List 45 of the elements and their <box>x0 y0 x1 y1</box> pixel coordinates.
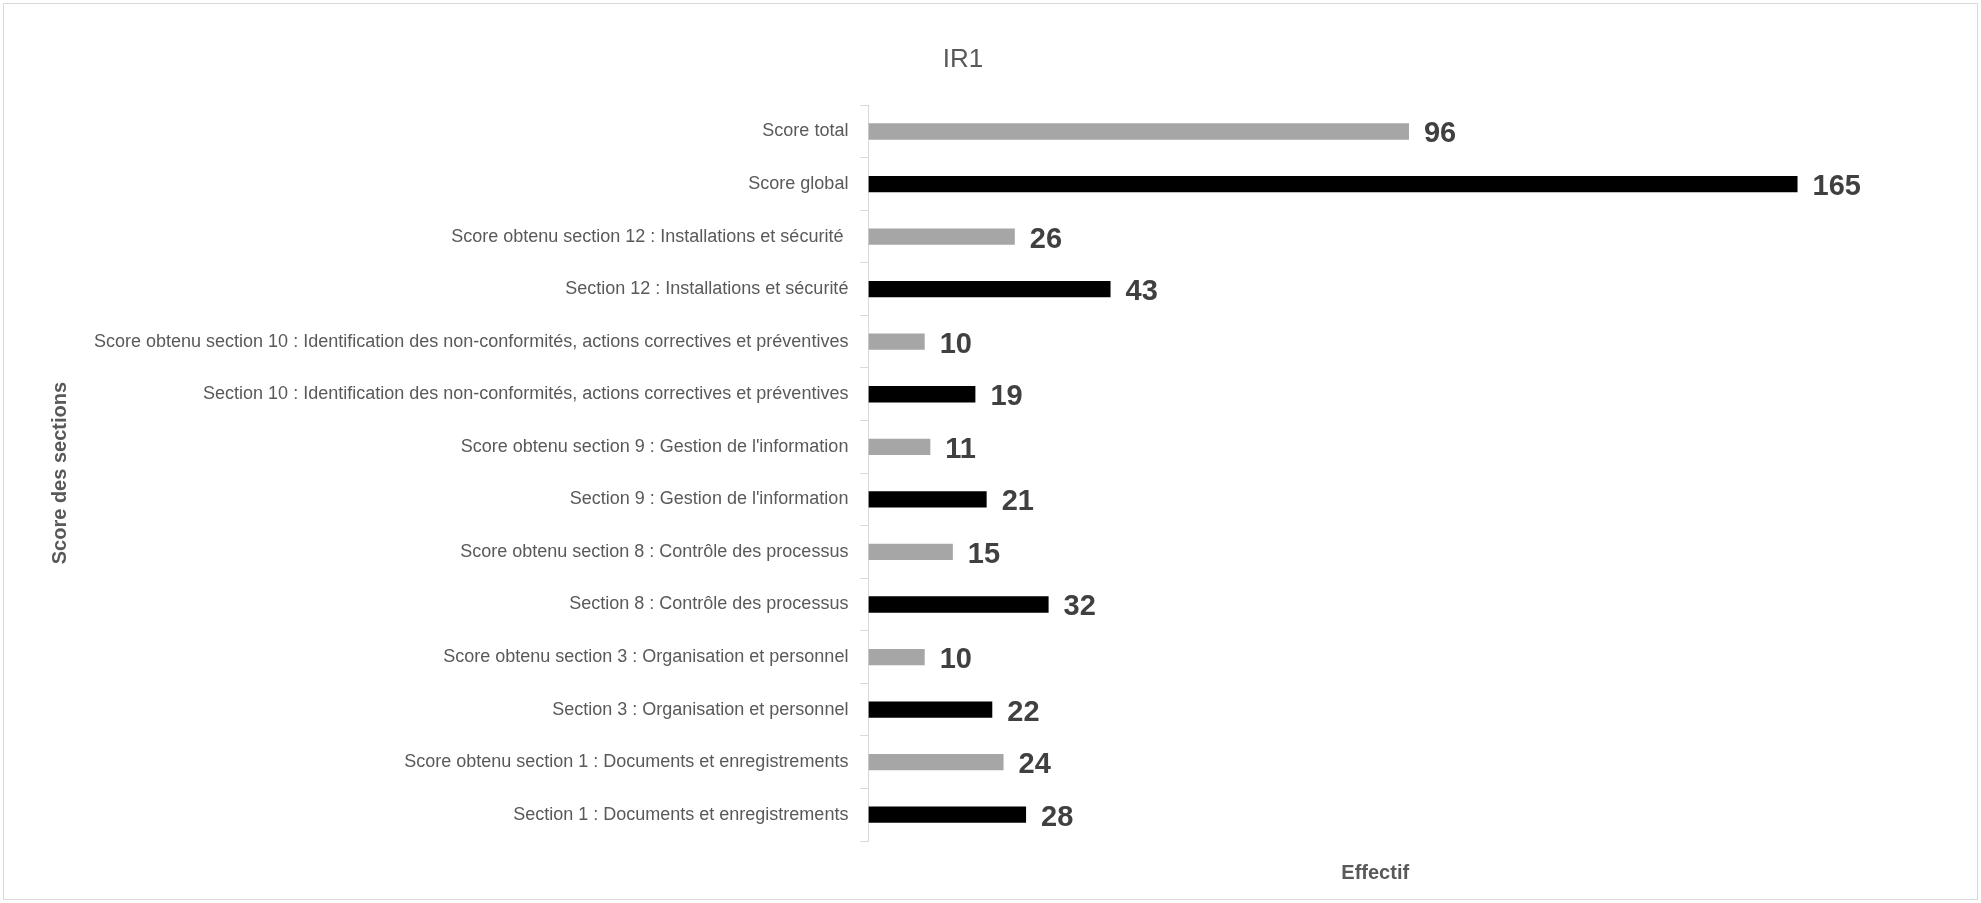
y-tick-label: Score obtenu section 9 : Gestion de l'information <box>460 435 849 456</box>
bar <box>868 491 987 508</box>
bar <box>868 543 953 561</box>
data-label: 21 <box>1001 484 1034 517</box>
bar <box>868 123 1409 140</box>
y-tick-label: Score global <box>748 173 849 193</box>
data-label: 32 <box>1063 589 1096 622</box>
data-label: 43 <box>1125 274 1158 307</box>
y-tick-label: Score obtenu section 3 : Organisation et personnel <box>443 646 849 667</box>
y-tick-label: Score obtenu section 10 : Identification des non-conformités, actions correctives et préventives <box>93 330 849 351</box>
y-tick-label: Score obtenu section 1 : Documents et enregistrements <box>404 751 849 772</box>
y-tick-label: Section 3 : Organisation et personnel <box>552 698 849 719</box>
data-label: 96 <box>1423 116 1457 149</box>
data-label: 15 <box>967 536 1001 569</box>
y-tick-label: Section 1 : Documents et enregistrements <box>513 803 849 824</box>
y-tick-label: Section 12 : Installations et sécurité <box>565 278 849 299</box>
y-tick-label: Score obtenu section 12 : Installations et sécurité <box>451 225 849 246</box>
bar <box>868 175 1798 193</box>
data-label: 165 <box>1812 169 1861 202</box>
bar <box>868 438 931 455</box>
chart-title: IR1 <box>942 42 984 73</box>
x-axis-title: Effectif <box>1341 860 1410 883</box>
y-tick-label: Score obtenu section 8 : Contrôle des processus <box>460 540 849 561</box>
bar <box>868 806 1027 823</box>
data-label: 19 <box>990 379 1023 412</box>
y-tick-label: Section 10 : Identification des non-conformités, actions correctives et préventives <box>203 383 849 404</box>
data-label: 10 <box>939 326 972 359</box>
bar <box>868 596 1049 613</box>
bar <box>868 386 976 403</box>
bar <box>868 228 1015 245</box>
bar <box>868 754 1004 771</box>
data-label: 11 <box>945 431 977 464</box>
bar <box>868 281 1111 298</box>
y-tick-label: Section 8 : Contrôle des processus <box>569 593 849 614</box>
data-label: 28 <box>1041 799 1074 832</box>
data-label: 26 <box>1029 221 1063 254</box>
data-label: 24 <box>1018 747 1051 780</box>
y-axis-title: Score des sections <box>47 381 70 565</box>
bar <box>868 333 925 350</box>
bar <box>868 701 993 718</box>
y-tick-label: Score total <box>762 120 849 141</box>
data-label: 10 <box>939 642 972 675</box>
y-tick-label: Section 9 : Gestion de l'information <box>569 488 849 509</box>
bar <box>868 648 925 666</box>
data-label: 22 <box>1007 694 1040 727</box>
